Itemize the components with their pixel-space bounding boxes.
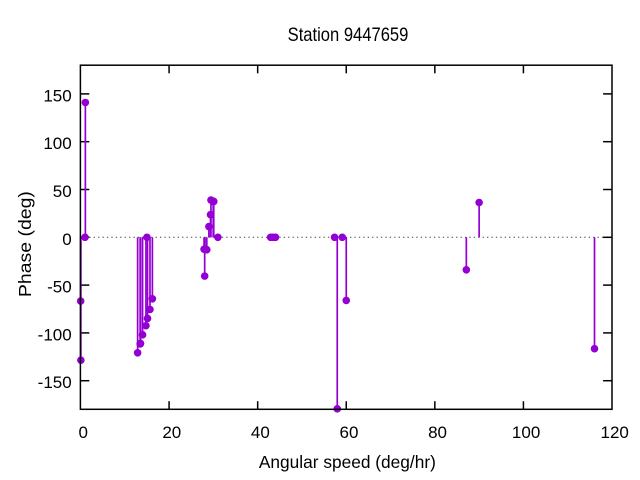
- svg-text:100: 100: [512, 423, 540, 442]
- svg-text:Station 9447659: Station 9447659: [288, 24, 409, 46]
- svg-text:80: 80: [428, 423, 447, 442]
- svg-text:100: 100: [43, 134, 71, 153]
- svg-text:40: 40: [251, 423, 270, 442]
- svg-text:Phase (deg): Phase (deg): [15, 191, 35, 297]
- svg-text:-50: -50: [47, 278, 72, 297]
- svg-text:150: 150: [43, 86, 71, 105]
- svg-text:0: 0: [62, 230, 71, 249]
- svg-text:Angular speed (deg/hr): Angular speed (deg/hr): [259, 452, 436, 472]
- svg-text:20: 20: [162, 423, 181, 442]
- svg-text:120: 120: [601, 423, 629, 442]
- svg-text:-100: -100: [38, 325, 72, 344]
- svg-text:60: 60: [339, 423, 358, 442]
- svg-text:50: 50: [53, 182, 72, 201]
- svg-text:0: 0: [78, 423, 87, 442]
- svg-text:-150: -150: [38, 373, 72, 392]
